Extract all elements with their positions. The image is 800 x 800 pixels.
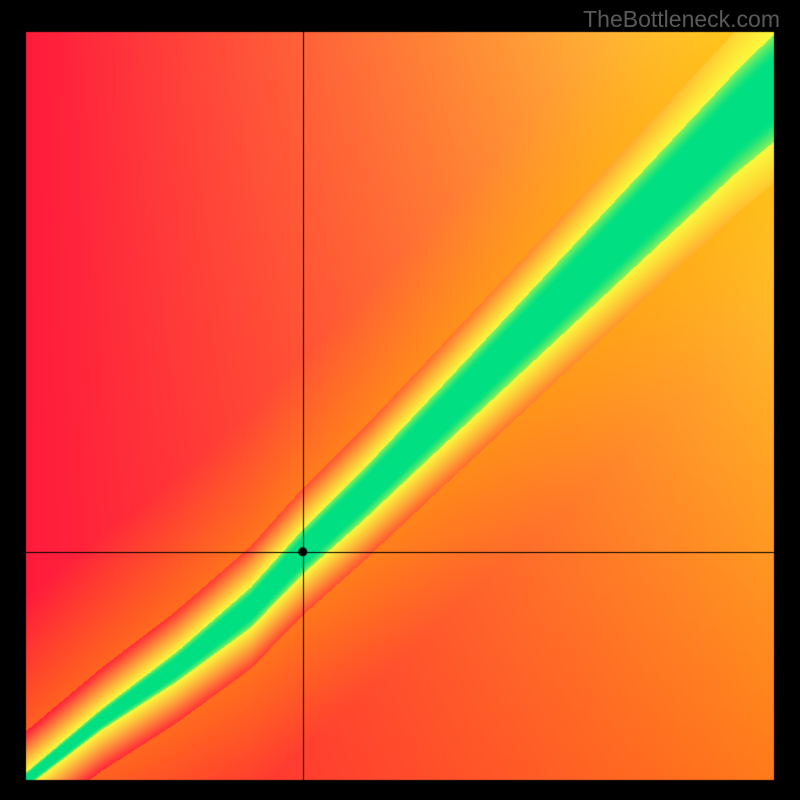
source-watermark: TheBottleneck.com: [583, 6, 780, 33]
chart-container: TheBottleneck.com: [0, 0, 800, 800]
bottleneck-heatmap: [0, 0, 800, 800]
